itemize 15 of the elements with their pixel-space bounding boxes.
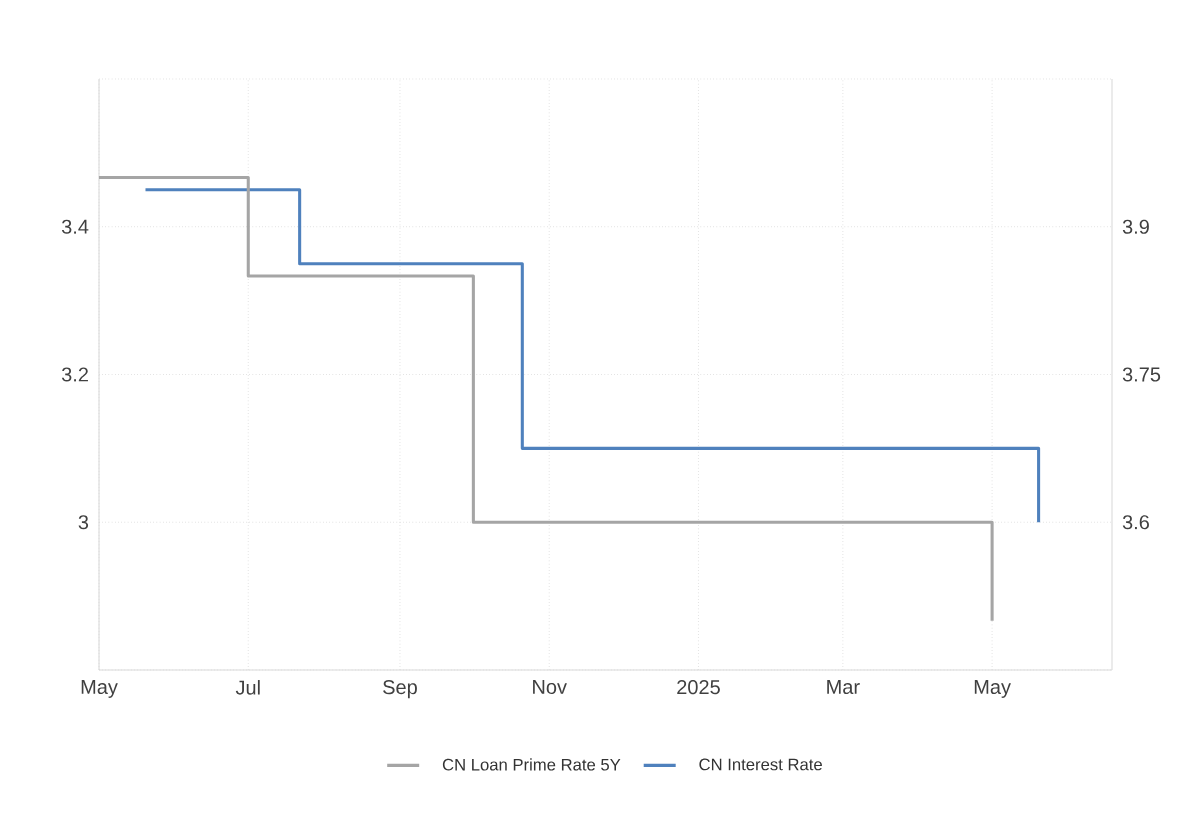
x-tick-label: Sep — [383, 680, 417, 699]
y-tick-label: 3 — [78, 515, 89, 530]
x-tick-label: May — [81, 680, 118, 698]
x-tick-label: Mar — [827, 680, 860, 694]
x-tick-label: Nov — [533, 680, 567, 694]
x-tick-label: May — [974, 680, 1011, 698]
x-tick-label: Jul — [235, 680, 260, 695]
y-tick-label: 3.2 — [61, 367, 88, 382]
y2-tick-label: 3.6 — [1122, 515, 1149, 530]
y-tick-label: 3.4 — [61, 219, 89, 234]
legend-label: CN Interest Rate — [699, 758, 822, 771]
y2-tick-label: 3.9 — [1122, 219, 1149, 234]
x-tick-label: 2025 — [677, 680, 720, 695]
legend-label: CN Loan Prime Rate 5Y — [442, 758, 621, 771]
y2-tick-label: 3.75 — [1122, 367, 1161, 382]
